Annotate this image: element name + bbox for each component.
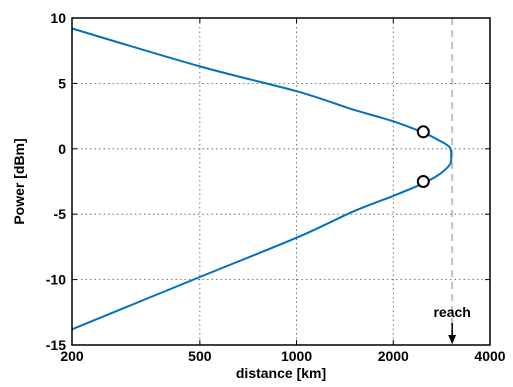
plot-frame (71, 17, 491, 346)
tick-labels-group: 200 500 1000 2000 4000 -15 -10 -5 0 5 10 (46, 10, 506, 364)
y-axis-label: Power [dBm] (11, 138, 27, 224)
reach-arrow (448, 323, 457, 344)
markers-group (416, 125, 430, 188)
y-tick-label: 5 (58, 75, 66, 91)
series-line (71, 27, 453, 331)
reach-annotation-label: reach (433, 304, 470, 320)
grid (72, 18, 490, 345)
x-tick-label: 4000 (474, 348, 505, 364)
ticks-group (71, 17, 491, 346)
series-group (71, 27, 453, 331)
x-tick-label: 1000 (281, 348, 312, 364)
x-tick-label: 2000 (378, 348, 409, 364)
y-tick-label: 0 (58, 141, 66, 157)
y-tick-label: -5 (54, 206, 67, 222)
x-tick-label: 500 (188, 348, 212, 364)
x-axis-label: distance [km] (236, 365, 326, 381)
y-tick-label: -15 (46, 337, 66, 353)
marker-point (416, 175, 430, 188)
marker-point (416, 125, 430, 139)
y-tick-label: 10 (50, 10, 66, 26)
x-tick-label: 200 (60, 348, 84, 364)
y-tick-label: -10 (46, 272, 66, 288)
reach-arrow-head (448, 335, 457, 344)
